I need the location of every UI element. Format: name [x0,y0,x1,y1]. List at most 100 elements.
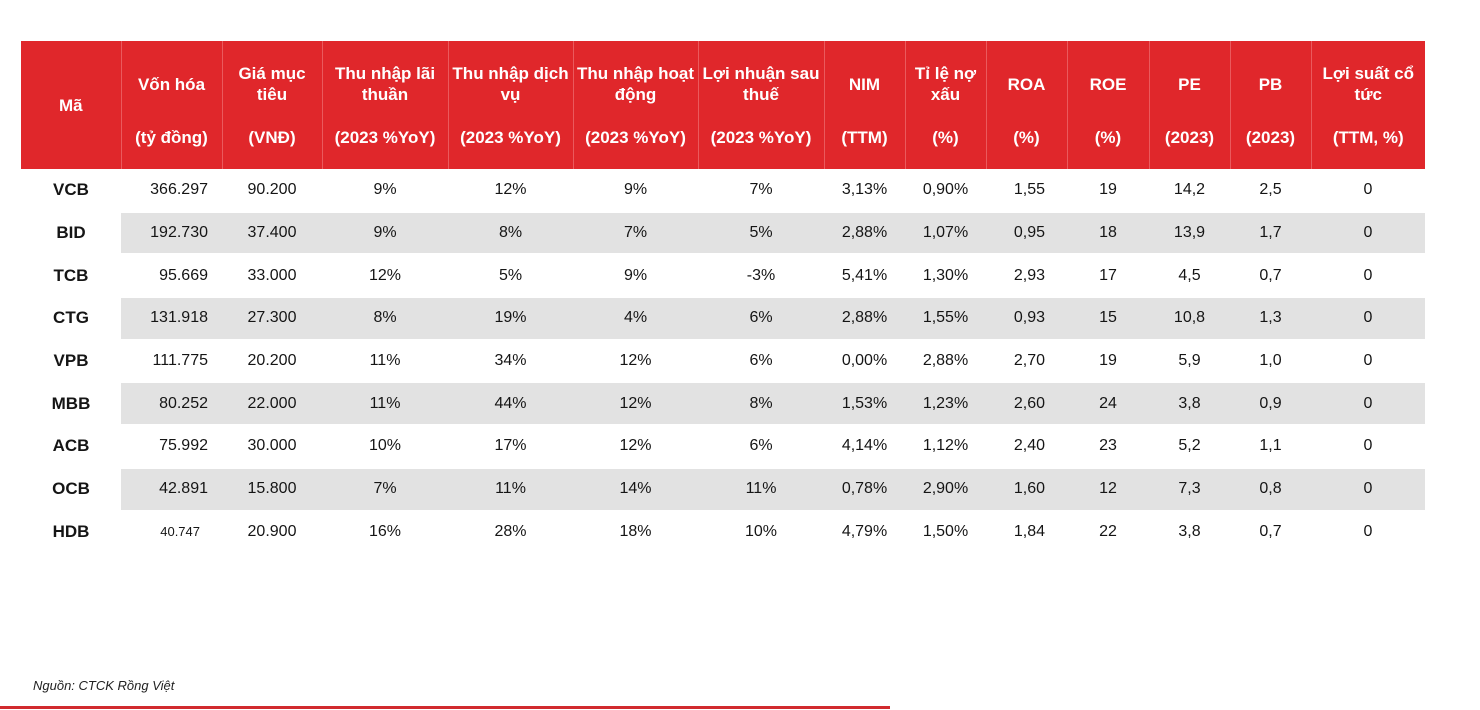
header-col-unit: (TTM, %) [1311,127,1425,169]
table-cell: 2,88% [824,297,905,341]
header-col-unit: (tỷ đồng) [121,127,223,169]
header-col-title: PB [1230,41,1312,127]
table-cell: 11% [322,382,448,427]
table-cell: 40.747 [121,510,222,555]
table-cell: 0 [1311,169,1425,213]
table-cell: 33.000 [222,254,322,299]
table-cell: 1,60 [986,467,1067,512]
table-cell: 15 [1067,297,1149,341]
table-cell: 0 [1311,382,1425,427]
table-cell: 1,23% [905,382,986,427]
table-cell: 7,3 [1149,467,1230,512]
table-cell: 12% [573,382,698,427]
bank-code: MBB [21,382,121,427]
table-row: BID 192.730 37.400 9% 8% 7% 5% 2,88% 1,07% 0,95 18… [21,211,1425,256]
table-cell: 1,55% [905,297,986,341]
table-cell: 20.200 [222,339,322,384]
table-cell: 5,2 [1149,425,1230,469]
table-cell: 3,13% [824,169,905,213]
header-unit-row: (tỷ đồng) (VNĐ) (2023 %YoY) (2023 %YoY) (202… [21,127,1425,169]
bottom-rule [0,706,890,709]
table-cell: 0 [1311,254,1425,299]
table-cell: 0,9 [1230,382,1311,427]
table-cell: 13,9 [1149,211,1230,256]
table-cell: 23 [1067,425,1149,469]
table-cell: 19 [1067,339,1149,384]
table-cell: 19 [1067,169,1149,213]
header-col-title: Tỉ lệ nợ xấu [905,41,987,127]
table-cell: 1,55 [986,169,1067,213]
header-col-title: Thu nhập hoạt động [573,41,699,127]
table-cell: 1,30% [905,254,986,299]
header-col-title: Thu nhập lãi thuần [322,41,449,127]
table-cell: 1,84 [986,510,1067,555]
table-cell: 18% [573,510,698,555]
table-cell: 111.775 [121,339,222,384]
table-cell: 192.730 [121,211,222,256]
table-cell: 17% [448,425,573,469]
header-col-unit: (VNĐ) [222,127,323,169]
table-cell: 7% [322,467,448,512]
table-cell: 9% [573,169,698,213]
table-row: HDB 40.747 20.900 16% 28% 18% 10% 4,79% 1,50% 1,8… [21,510,1425,555]
table-cell: 0 [1311,297,1425,341]
table-row: CTG 131.918 27.300 8% 19% 4% 6% 2,88% 1,55% 0,93 1… [21,297,1425,341]
table-cell: 6% [698,339,824,384]
table-cell: 0 [1311,510,1425,555]
table-cell: 10,8 [1149,297,1230,341]
header-col-unit: (2023) [1230,127,1312,169]
table-cell: 4,5 [1149,254,1230,299]
table-cell: 0,90% [905,169,986,213]
table-cell: 1,7 [1230,211,1311,256]
header-col-unit: (2023 %YoY) [698,127,825,169]
table-cell: 37.400 [222,211,322,256]
header-col-title: PE [1149,41,1231,127]
table-cell: 3,8 [1149,382,1230,427]
table-cell: 11% [698,467,824,512]
header-col-title: Lợi suất cổ tức [1311,41,1425,127]
table-cell: 0,8 [1230,467,1311,512]
table-cell: 22 [1067,510,1149,555]
table-cell: 0,00% [824,339,905,384]
table-cell: 1,12% [905,425,986,469]
table-cell: 12% [322,254,448,299]
header-col-unit: (%) [986,127,1068,169]
table-cell: 95.669 [121,254,222,299]
table-cell: 1,07% [905,211,986,256]
header-col-unit: (%) [905,127,987,169]
table-cell: 27.300 [222,297,322,341]
table-cell: 0 [1311,211,1425,256]
table-cell: 0,95 [986,211,1067,256]
table-cell: 8% [698,382,824,427]
table-cell: 2,5 [1230,169,1311,213]
table-cell: 9% [573,254,698,299]
table-cell: 17 [1067,254,1149,299]
table-cell: 4,79% [824,510,905,555]
table-cell: 366.297 [121,169,222,213]
table-cell: 2,90% [905,467,986,512]
header-title-row: Mã Vốn hóa Giá mục tiêu Thu nhập lãi thuần… [21,41,1425,169]
table-row: VCB 366.297 90.200 9% 12% 9% 7% 3,13% 0,90% 1,55 1… [21,169,1425,213]
table-cell: 14% [573,467,698,512]
header-col-title: Lợi nhuận sau thuế [698,41,825,127]
table-cell: 22.000 [222,382,322,427]
table-cell: 90.200 [222,169,322,213]
header-col-title: NIM [824,41,906,127]
header-col-title: Thu nhập dịch vụ [448,41,574,127]
table-cell: 9% [322,169,448,213]
table-cell: 2,40 [986,425,1067,469]
table-cell: 1,53% [824,382,905,427]
table-cell: 1,50% [905,510,986,555]
header-col-title: Vốn hóa [121,41,223,127]
header-col-unit: (2023 %YoY) [322,127,449,169]
table-cell: 0,93 [986,297,1067,341]
bank-comparison-table: Mã Vốn hóa Giá mục tiêu Thu nhập lãi thuần… [21,41,1425,555]
bank-code: OCB [21,467,121,512]
table-cell: 10% [322,425,448,469]
table-header: Mã Vốn hóa Giá mục tiêu Thu nhập lãi thuần… [21,41,1425,169]
header-col-title: Giá mục tiêu [222,41,323,127]
table-cell: 2,70 [986,339,1067,384]
source-note: Nguồn: CTCK Rồng Việt [33,678,175,693]
table-cell: 1,1 [1230,425,1311,469]
table-cell: 0,7 [1230,510,1311,555]
